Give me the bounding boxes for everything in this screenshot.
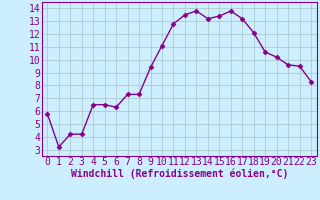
X-axis label: Windchill (Refroidissement éolien,°C): Windchill (Refroidissement éolien,°C) <box>70 169 288 179</box>
